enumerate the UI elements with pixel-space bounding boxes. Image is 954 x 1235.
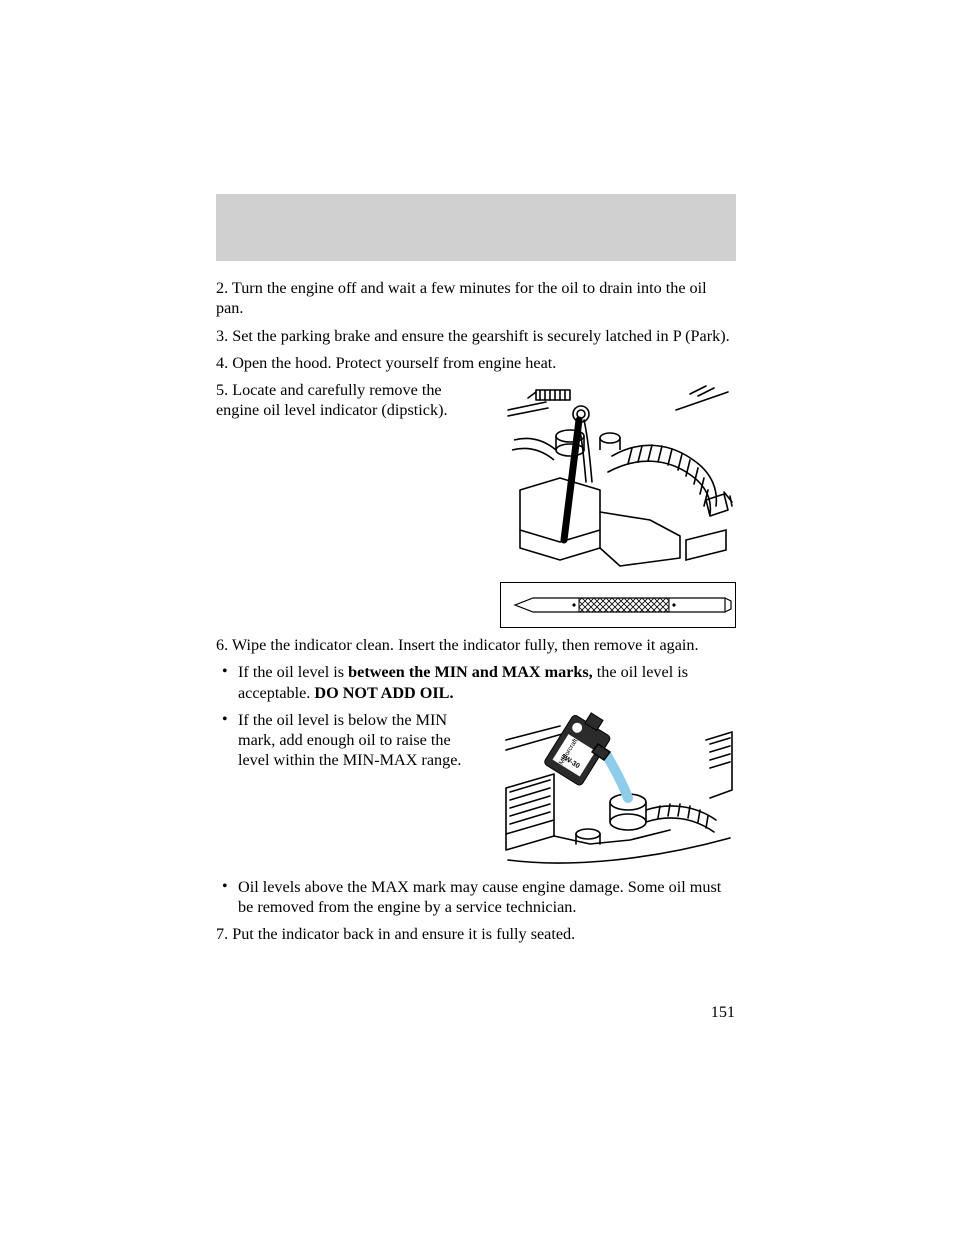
dipstick-scale-figure: [501, 583, 735, 627]
b1-bold2: DO NOT ADD OIL.: [314, 684, 453, 702]
bullet-acceptable: If the oil level is between the MIN and …: [216, 662, 736, 703]
b1-bold1: between the MIN and MAX marks,: [348, 663, 593, 681]
engine-dipstick-figure: [500, 380, 736, 576]
step-5: 5. Locate and carefully remove the engin…: [216, 380, 484, 421]
step-7: 7. Put the indicator back in and ensure …: [216, 924, 736, 944]
bullet-add-oil: If the oil level is below the MIN mark, …: [216, 710, 736, 870]
step-6: 6. Wipe the indicator clean. Insert the …: [216, 635, 736, 655]
header-band: [216, 194, 736, 261]
step-2: 2. Turn the engine off and wait a few mi…: [216, 278, 736, 319]
page-content: 2. Turn the engine off and wait a few mi…: [216, 278, 736, 952]
b2-text: If the oil level is below the MIN mark, …: [238, 711, 461, 770]
b1-pre: If the oil level is: [238, 663, 348, 681]
add-oil-figure: Motorcraft 5W-30: [500, 710, 736, 870]
step-4: 4. Open the hood. Protect yourself from …: [216, 353, 736, 373]
step-3: 3. Set the parking brake and ensure the …: [216, 326, 736, 346]
page-number: 151: [711, 1003, 735, 1022]
bullet-above-max: Oil levels above the MAX mark may cause …: [216, 877, 736, 918]
